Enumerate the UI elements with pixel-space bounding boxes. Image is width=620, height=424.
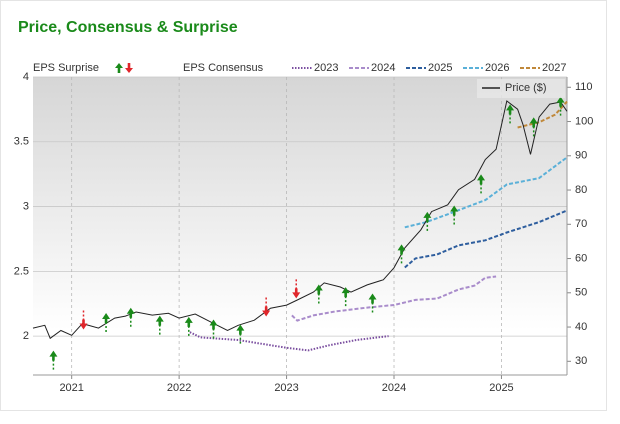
x-tick-label: 2024 [382, 382, 406, 394]
surprise-arrow [368, 293, 377, 304]
y2-tick-label: 90 [575, 150, 587, 162]
y2-tick-label: 30 [575, 355, 587, 367]
y2-tick-label: 50 [575, 287, 587, 299]
consensus-line [404, 156, 568, 229]
surprise-arrow [450, 205, 459, 216]
y2-tick-label: 60 [575, 252, 587, 264]
consensus-line [517, 100, 568, 129]
surprise-arrow [341, 287, 350, 298]
surprise-arrow [209, 319, 218, 330]
surprise-arrow [292, 288, 301, 299]
surprise-arrow [397, 244, 406, 255]
y-tick-label: 3 [23, 200, 29, 212]
consensus-line [404, 209, 568, 269]
frame [0, 0, 607, 411]
surprise-arrow [155, 315, 164, 326]
surprise-arrow [49, 350, 58, 361]
y2-tick-label: 80 [575, 184, 587, 196]
surprise-arrow [126, 307, 135, 318]
x-tick-label: 2022 [167, 382, 191, 394]
surprise-arrow [236, 324, 245, 335]
plot-background [33, 77, 567, 375]
x-tick-label: 2021 [59, 382, 83, 394]
y2-tick-label: 110 [575, 81, 593, 93]
legend-icon [115, 63, 123, 73]
legend-label: 2027 [542, 62, 566, 74]
legend-label: 2024 [371, 62, 395, 74]
legend-box [477, 79, 565, 98]
x-tick-label: 2023 [274, 382, 298, 394]
surprise-arrow [79, 319, 88, 330]
y2-tick-label: 70 [575, 218, 587, 230]
surprise-arrow [262, 306, 271, 317]
consensus-line [189, 331, 389, 352]
chart-title: Price, Consensus & Surprise [18, 19, 238, 36]
legend-label: Price ($) [505, 82, 547, 94]
surprise-arrow [314, 284, 323, 295]
y-tick-label: 4 [23, 71, 29, 83]
surprise-arrow [184, 316, 193, 327]
surprise-arrow [102, 312, 111, 323]
surprise-arrow [556, 96, 565, 107]
consensus-line [291, 275, 497, 322]
legend-label: EPS Surprise [33, 62, 99, 74]
legend-label: 2025 [428, 62, 452, 74]
x-tick-label: 2025 [489, 382, 513, 394]
y-tick-label: 2.5 [14, 265, 29, 277]
legend-label: 2023 [314, 62, 338, 74]
y-tick-label: 3.5 [14, 136, 29, 148]
legend-icon [125, 63, 133, 73]
legend-label: EPS Consensus [183, 62, 264, 74]
surprise-arrow [423, 211, 432, 222]
surprise-arrow [477, 174, 486, 185]
y2-tick-label: 100 [575, 115, 593, 127]
surprise-arrow [506, 104, 515, 115]
surprise-arrow [529, 117, 538, 128]
y-tick-label: 2 [23, 330, 29, 342]
legend-label: 2026 [485, 62, 509, 74]
y2-tick-label: 40 [575, 321, 587, 333]
